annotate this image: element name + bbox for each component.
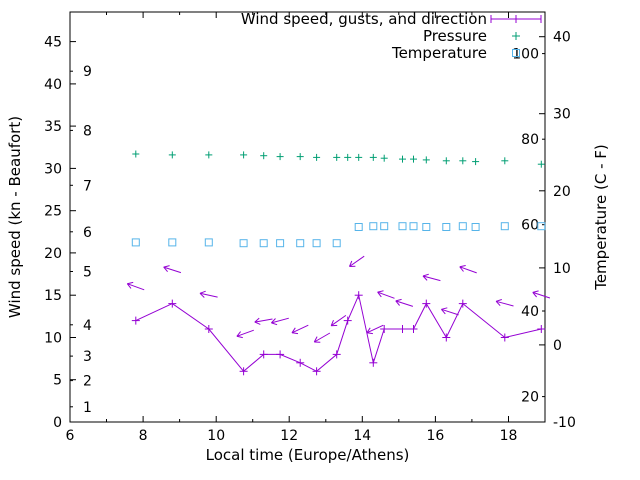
svg-text:8: 8 [83,123,92,139]
legend-item-wind: Wind speed, gusts, and direction [240,10,487,28]
legend-item-pressure: Pressure [422,27,487,45]
svg-text:80: 80 [521,132,539,148]
svg-text:2: 2 [83,374,92,390]
wind-speed-series [131,291,546,376]
svg-text:9: 9 [83,64,92,80]
y-axis-title-left: Wind speed (kn - Beaufort) [6,115,24,319]
svg-text:14: 14 [353,428,371,444]
svg-text:3: 3 [83,349,92,365]
svg-text:30: 30 [553,107,571,123]
svg-text:25: 25 [44,204,62,220]
x-axis-title: Local time (Europe/Athens) [205,446,410,464]
svg-text:16: 16 [426,428,444,444]
y-axis-right-ticks: -10 0 10 20 30 40 20 40 60 80 100 [512,30,576,431]
svg-text:10: 10 [44,331,62,347]
svg-text:45: 45 [44,35,62,51]
legend: Wind speed, gusts, and direction Pressur… [241,11,487,62]
svg-text:6: 6 [83,225,92,241]
wind-gust-arrows [126,255,551,343]
svg-text:12: 12 [280,428,298,444]
svg-text:40: 40 [521,304,539,320]
svg-text:35: 35 [44,119,62,135]
pressure-series [132,150,545,168]
svg-text:4: 4 [83,318,92,334]
svg-text:20: 20 [553,184,571,200]
svg-text:1: 1 [83,400,92,416]
svg-text:7: 7 [83,178,92,194]
svg-text:40: 40 [553,30,571,46]
svg-text:5: 5 [53,373,62,389]
svg-text:40: 40 [44,77,62,93]
svg-text:6: 6 [66,428,75,444]
plot-border [69,11,546,423]
temperature-series [131,222,546,248]
svg-text:60: 60 [521,218,539,234]
svg-text:15: 15 [44,288,62,304]
svg-text:20: 20 [521,390,539,406]
x-axis-ticks: 6 8 10 12 14 16 18 [66,12,518,444]
legend-item-temperature: Temperature [391,44,487,62]
svg-text:10: 10 [207,428,225,444]
svg-text:0: 0 [553,338,562,354]
svg-text:18: 18 [500,428,518,444]
svg-text:10: 10 [553,261,571,277]
svg-text:-10: -10 [553,415,576,431]
svg-text:0: 0 [53,415,62,431]
svg-text:100: 100 [512,47,539,63]
svg-text:8: 8 [139,428,148,444]
y-axis-title-right: Temperature (C - F) [592,144,610,290]
legend-marker-samples [490,15,542,57]
svg-text:5: 5 [83,265,92,281]
svg-text:30: 30 [44,161,62,177]
svg-text:20: 20 [44,246,62,262]
